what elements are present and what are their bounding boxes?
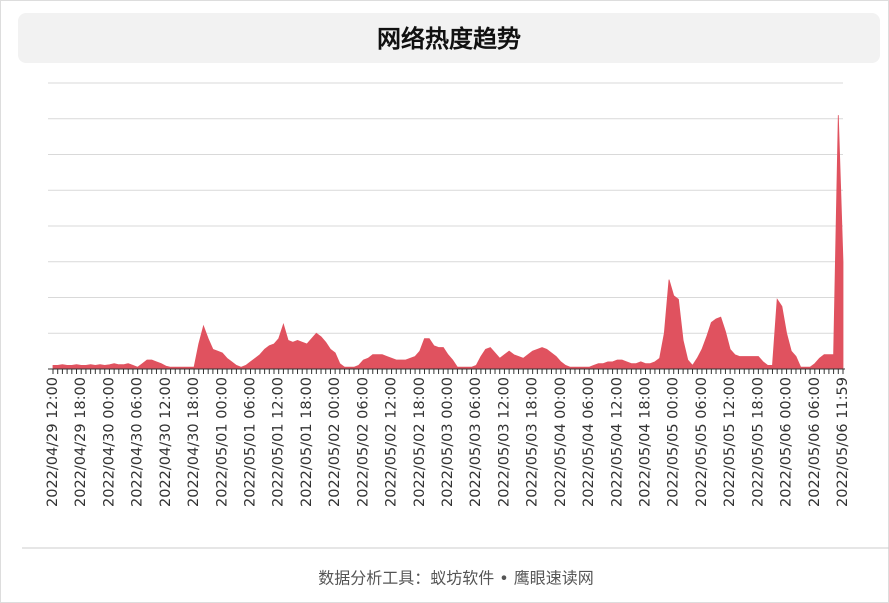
x-tick-label: 2022/05/02 06:00 [355, 377, 371, 507]
x-tick-label: 2022/05/02 00:00 [327, 377, 343, 507]
x-tick-label: 2022/05/01 18:00 [299, 377, 315, 507]
x-tick-label: 2022/05/06 11:59 [835, 377, 851, 507]
x-tick-label: 2022/05/02 18:00 [412, 377, 428, 507]
x-tick-label: 2022/05/01 06:00 [243, 377, 259, 507]
x-tick-label: 2022/05/01 12:00 [271, 377, 287, 507]
x-tick-label: 2022/04/29 18:00 [73, 377, 89, 507]
x-tick-label: 2022/05/02 12:00 [384, 377, 400, 507]
x-tick-label: 2022/05/05 06:00 [694, 377, 710, 507]
x-tick-label: 2022/05/04 12:00 [609, 377, 625, 507]
x-tick-label: 2022/05/05 12:00 [722, 377, 738, 507]
footer: 数据分析工具：蚁坊软件 • 鹰眼速读网 [318, 569, 594, 588]
x-tick-label: 2022/04/29 12:00 [45, 377, 61, 507]
x-tick-label: 2022/05/06 00:00 [779, 377, 795, 507]
x-tick-label: 2022/05/04 06:00 [581, 377, 597, 507]
x-tick-label: 2022/05/03 18:00 [525, 377, 541, 507]
x-tick-label: 2022/04/30 18:00 [186, 377, 202, 507]
x-tick-label: 2022/05/05 00:00 [666, 377, 682, 507]
x-tick-label: 2022/05/04 18:00 [638, 377, 654, 507]
x-tick-label: 2022/05/06 06:00 [807, 377, 823, 507]
x-tick-label: 2022/05/05 18:00 [750, 377, 766, 507]
x-tick-label: 2022/05/03 06:00 [468, 377, 484, 507]
area [52, 115, 844, 370]
x-tick-label: 2022/05/03 12:00 [496, 377, 512, 507]
x-tick-label: 2022/05/04 00:00 [553, 377, 569, 507]
x-tick-label: 2022/05/01 00:00 [214, 377, 230, 507]
x-tick-label: 2022/04/30 00:00 [101, 377, 117, 507]
chart-title: 网络热度趋势 [377, 25, 521, 53]
x-tick-label: 2022/05/03 00:00 [440, 377, 456, 507]
x-tick-label: 2022/04/30 06:00 [130, 377, 146, 507]
x-tick-label: 2022/04/30 12:00 [158, 377, 174, 507]
title-box [18, 13, 880, 63]
